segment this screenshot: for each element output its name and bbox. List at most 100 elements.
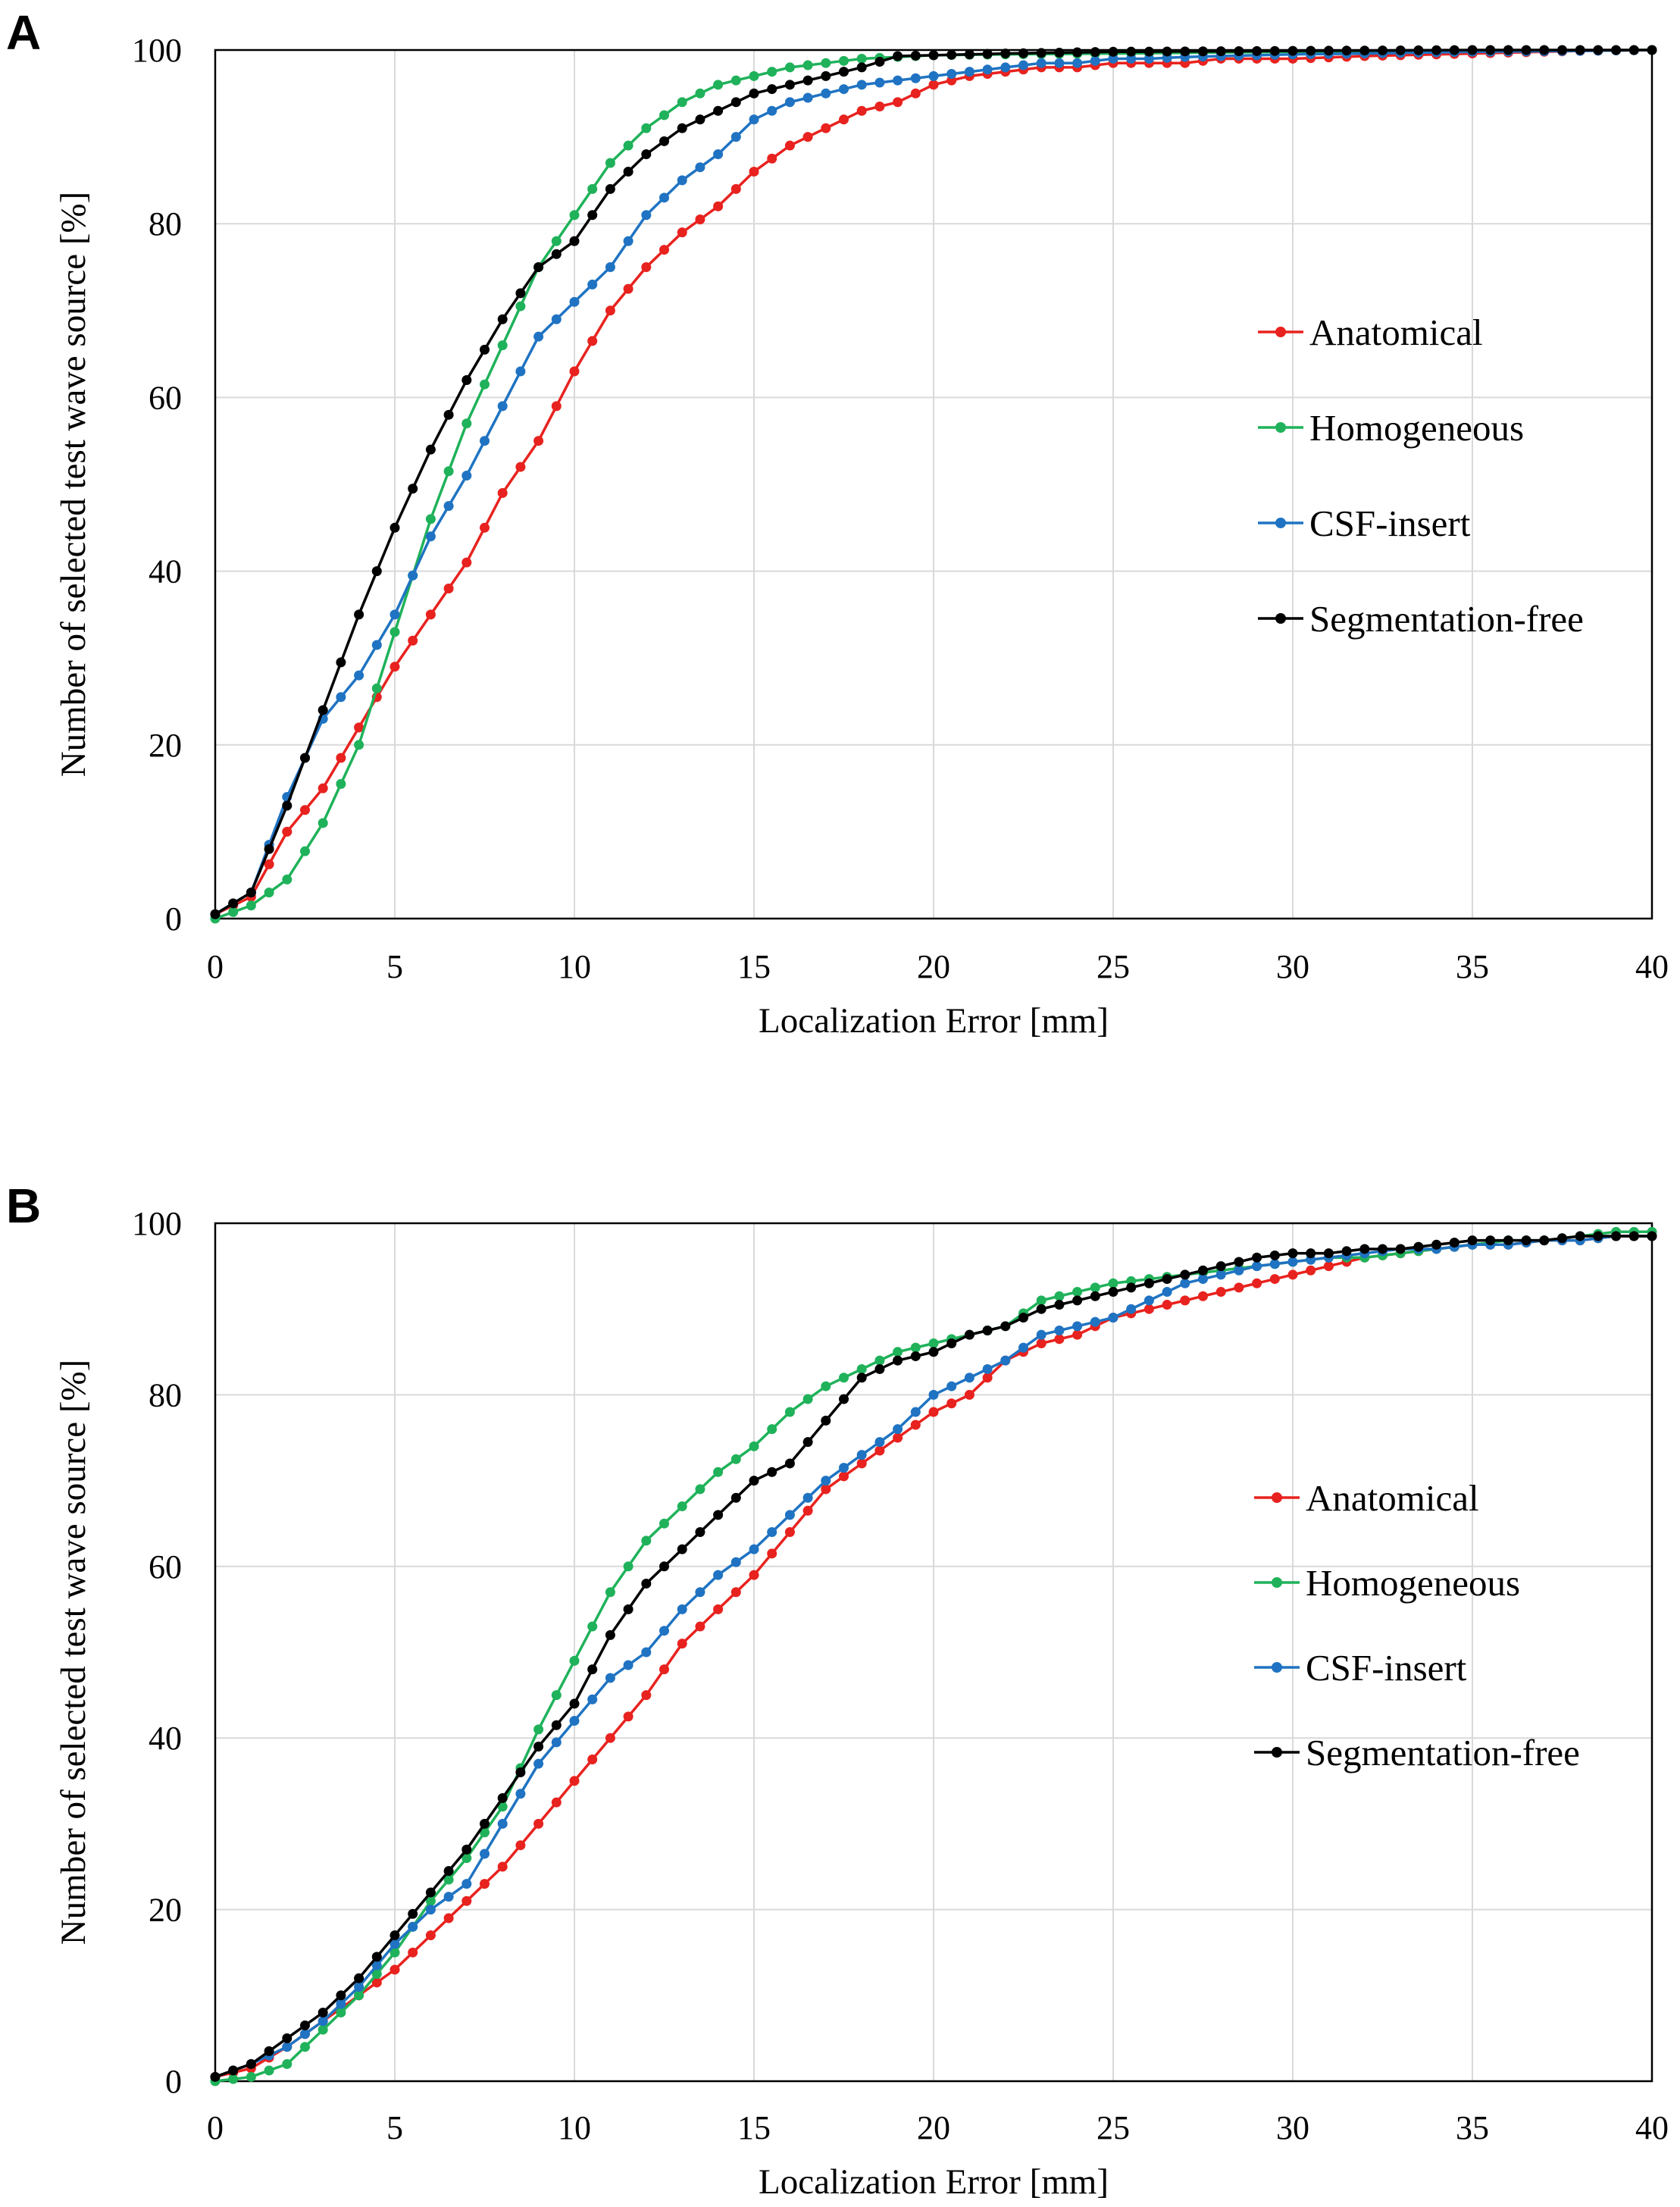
- data-point: [928, 1347, 939, 1357]
- data-point: [533, 262, 544, 272]
- chart-panel-a: A 0 5 10 15 20 25 30 35 40 0 20 40 60 80 100 Localizati…: [6, 5, 1669, 1041]
- data-point: [1143, 1304, 1154, 1314]
- data-point: [928, 1338, 939, 1348]
- data-point: [264, 844, 274, 854]
- data-point: [1054, 1334, 1065, 1345]
- data-point: [1287, 1269, 1298, 1280]
- data-point: [784, 62, 795, 73]
- x-tick-label: 15: [737, 948, 771, 985]
- data-point: [461, 1844, 472, 1855]
- data-point: [1090, 1316, 1100, 1327]
- data-point: [623, 236, 634, 246]
- legend-marker: [1275, 422, 1286, 433]
- data-point: [497, 1802, 508, 1812]
- data-point: [318, 2024, 328, 2035]
- legend-marker: [1275, 613, 1286, 624]
- data-point: [461, 557, 472, 568]
- data-point: [1611, 45, 1622, 55]
- data-point: [1575, 45, 1585, 55]
- legend-marker: [1275, 327, 1286, 337]
- data-point: [497, 340, 508, 351]
- data-point: [1467, 1235, 1478, 1246]
- data-point: [443, 466, 454, 477]
- data-point: [1449, 1237, 1459, 1248]
- data-point: [1413, 45, 1424, 55]
- y-tick-label: 0: [165, 900, 182, 938]
- data-point: [1215, 1269, 1226, 1280]
- data-point: [1395, 45, 1406, 55]
- data-point: [946, 1338, 957, 1348]
- data-point: [480, 1818, 490, 1829]
- data-point: [569, 210, 580, 221]
- data-point: [587, 1694, 598, 1705]
- data-point: [605, 305, 615, 316]
- data-point: [425, 1896, 436, 1906]
- data-point: [623, 1660, 634, 1670]
- data-point: [821, 88, 831, 99]
- data-point: [354, 1973, 364, 1983]
- data-point: [731, 1492, 741, 1503]
- data-point: [982, 1363, 993, 1374]
- data-point: [946, 1381, 957, 1392]
- legend: Anatomical Homogeneous CSF-insert Segmentat…: [1258, 311, 1584, 640]
- data-point: [1000, 1355, 1011, 1366]
- data-point: [982, 1373, 993, 1383]
- data-point: [946, 1398, 957, 1409]
- data-point: [677, 1501, 687, 1512]
- data-point: [1485, 1235, 1496, 1246]
- data-point: [605, 262, 615, 272]
- data-point: [623, 1561, 634, 1572]
- data-point: [1269, 45, 1280, 56]
- data-point: [371, 683, 382, 693]
- legend-item: Homogeneous: [1254, 1562, 1520, 1604]
- plot-area-frame: [214, 49, 1653, 920]
- data-point: [1215, 1287, 1226, 1298]
- data-point: [802, 1437, 813, 1448]
- data-point: [946, 69, 957, 80]
- data-point: [318, 783, 328, 794]
- data-point: [731, 132, 741, 142]
- data-point: [1090, 55, 1100, 66]
- data-point: [389, 662, 400, 672]
- data-point: [874, 1363, 885, 1374]
- data-point: [282, 874, 293, 884]
- x-tick-label: 5: [386, 948, 403, 985]
- data-point: [551, 249, 562, 259]
- x-tick-label: 10: [558, 948, 591, 985]
- legend-label: Segmentation-free: [1306, 1732, 1580, 1773]
- data-point: [282, 800, 293, 811]
- data-point: [1341, 1246, 1352, 1257]
- data-point: [551, 1797, 562, 1808]
- data-point: [713, 1570, 724, 1580]
- y-tick-label: 100: [132, 1205, 182, 1242]
- x-tick-label: 25: [1097, 2109, 1130, 2146]
- data-point: [964, 1389, 975, 1400]
- data-point: [659, 1518, 669, 1529]
- data-point: [856, 105, 867, 116]
- data-point: [677, 1544, 687, 1554]
- data-point: [802, 1394, 813, 1404]
- data-point: [569, 1716, 580, 1726]
- data-point: [461, 418, 472, 429]
- data-point: [641, 262, 652, 272]
- data-point: [264, 2065, 274, 2076]
- data-point: [1557, 1233, 1567, 1244]
- data-point: [1395, 1244, 1406, 1254]
- data-point: [731, 75, 741, 86]
- data-point: [569, 366, 580, 377]
- data-point: [1162, 1287, 1172, 1298]
- data-point: [1539, 45, 1550, 55]
- data-point: [300, 846, 310, 856]
- data-point: [749, 1570, 759, 1580]
- legend-label: CSF-insert: [1309, 502, 1471, 544]
- data-point: [300, 2029, 310, 2040]
- data-point: [839, 1373, 849, 1383]
- data-point: [874, 1355, 885, 1366]
- data-point: [784, 140, 795, 151]
- data-point: [246, 887, 256, 898]
- data-point: [533, 436, 544, 446]
- data-point: [480, 1827, 490, 1838]
- data-point: [784, 1510, 795, 1520]
- data-point: [408, 1921, 418, 1932]
- data-point: [784, 80, 795, 90]
